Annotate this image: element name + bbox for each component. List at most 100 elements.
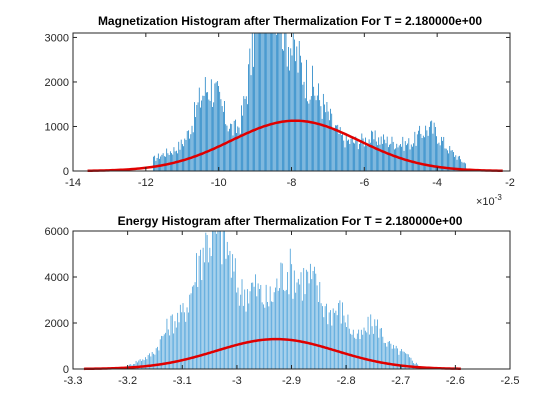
histogram-bar — [350, 333, 352, 369]
y-tick-label: 2000 — [45, 77, 69, 89]
histogram-bar — [292, 298, 294, 369]
x-tick-label: -2.8 — [337, 375, 356, 387]
histogram-bar — [272, 33, 274, 171]
histogram-bar — [407, 354, 409, 369]
histogram-bar — [204, 262, 205, 369]
histogram-bar — [195, 117, 196, 171]
histogram-bar — [250, 282, 252, 369]
histogram-bar — [450, 150, 452, 171]
histogram-bar — [235, 119, 236, 171]
histogram-bar — [465, 163, 466, 171]
histogram-bar — [244, 289, 246, 369]
histogram-bar — [283, 289, 284, 369]
histogram-bar — [387, 341, 389, 369]
energy-panel: Energy Histogram after Thermalization Fo… — [45, 214, 520, 387]
histogram-bar — [263, 33, 265, 171]
histogram-bar — [233, 120, 235, 171]
histogram-bar — [202, 95, 204, 171]
histogram-bar — [371, 326, 373, 369]
histogram-bar — [229, 128, 230, 171]
histogram-bar — [328, 120, 330, 171]
histogram-bar — [418, 130, 419, 171]
histogram-bar — [350, 138, 352, 171]
histogram-bar — [205, 232, 207, 369]
histogram-bar — [297, 278, 299, 369]
histogram-bar — [389, 341, 390, 369]
histogram-bar — [179, 304, 181, 369]
histogram-bar — [411, 360, 413, 369]
histogram-bar — [289, 248, 291, 369]
histogram-bar — [170, 315, 172, 369]
histogram-bar — [328, 312, 330, 369]
histogram-bar — [231, 124, 233, 171]
histogram-bar — [345, 133, 347, 171]
histogram-bar — [302, 84, 304, 171]
histogram-bar — [213, 102, 215, 171]
histogram-bar — [371, 130, 372, 171]
histogram-bar — [320, 106, 322, 171]
histogram-bar — [313, 266, 315, 369]
histogram-bar — [255, 33, 257, 171]
histogram-bar — [162, 336, 164, 369]
histogram-bar — [265, 284, 267, 369]
histogram-bar — [230, 123, 231, 171]
histogram-bar — [334, 312, 335, 369]
histogram-bar — [427, 135, 429, 171]
histogram-bar — [359, 143, 360, 171]
histogram-bar — [154, 155, 156, 171]
histogram-bar — [178, 322, 180, 369]
histogram-bar — [169, 151, 171, 171]
histogram-bar — [351, 334, 353, 369]
magnetization-fit-curve — [87, 119, 503, 172]
histogram-bar — [266, 33, 268, 171]
histogram-bar — [326, 101, 328, 171]
histogram-bar — [332, 308, 334, 369]
y-tick-label: 2000 — [45, 318, 69, 330]
histogram-bar — [309, 99, 311, 171]
histogram-bar — [304, 98, 306, 171]
histogram-bar — [361, 133, 363, 171]
x-tick-label: -12 — [138, 177, 154, 189]
histogram-bar — [364, 330, 366, 369]
histogram-bar — [309, 263, 311, 369]
histogram-bar — [342, 302, 343, 369]
histogram-bar — [271, 33, 272, 171]
histogram-bar — [320, 303, 322, 369]
histogram-bar — [157, 346, 158, 369]
histogram-bar — [410, 357, 412, 369]
histogram-bar — [319, 100, 321, 171]
histogram-bar — [344, 147, 346, 171]
magnetization-x-ticks: -14 -12 -10 -8 -6 -4 -2 — [65, 33, 515, 189]
histogram-bar — [356, 138, 358, 171]
histogram-bar — [166, 148, 168, 171]
histogram-bar — [300, 55, 301, 171]
histogram-bar — [229, 250, 231, 369]
x-tick-label: -3.3 — [64, 375, 83, 387]
histogram-bar — [245, 311, 247, 369]
histogram-bar — [368, 139, 370, 171]
histogram-bar — [296, 46, 298, 171]
x-tick-label: -8 — [287, 177, 297, 189]
histogram-bar — [360, 142, 362, 171]
histogram-bar — [201, 280, 203, 369]
histogram-bar — [349, 143, 351, 171]
histogram-bar — [312, 65, 313, 171]
histogram-bar — [182, 303, 184, 369]
histogram-bar — [204, 77, 206, 171]
histogram-bar — [169, 335, 171, 369]
histogram-bar — [153, 353, 154, 369]
histogram-bar — [339, 300, 341, 369]
histogram-bar — [453, 152, 454, 171]
histogram-bar — [438, 142, 440, 171]
histogram-bar — [339, 127, 341, 171]
histogram-bar — [158, 350, 160, 369]
histogram-bar — [368, 334, 370, 369]
histogram-bar — [397, 147, 399, 171]
histogram-bar — [153, 156, 154, 171]
histogram-bar — [268, 306, 270, 369]
histogram-bar — [156, 157, 158, 171]
histogram-bar — [226, 241, 228, 369]
histogram-bar — [248, 303, 250, 369]
histogram-bar — [310, 96, 312, 171]
x-tick-label: -10 — [211, 177, 227, 189]
